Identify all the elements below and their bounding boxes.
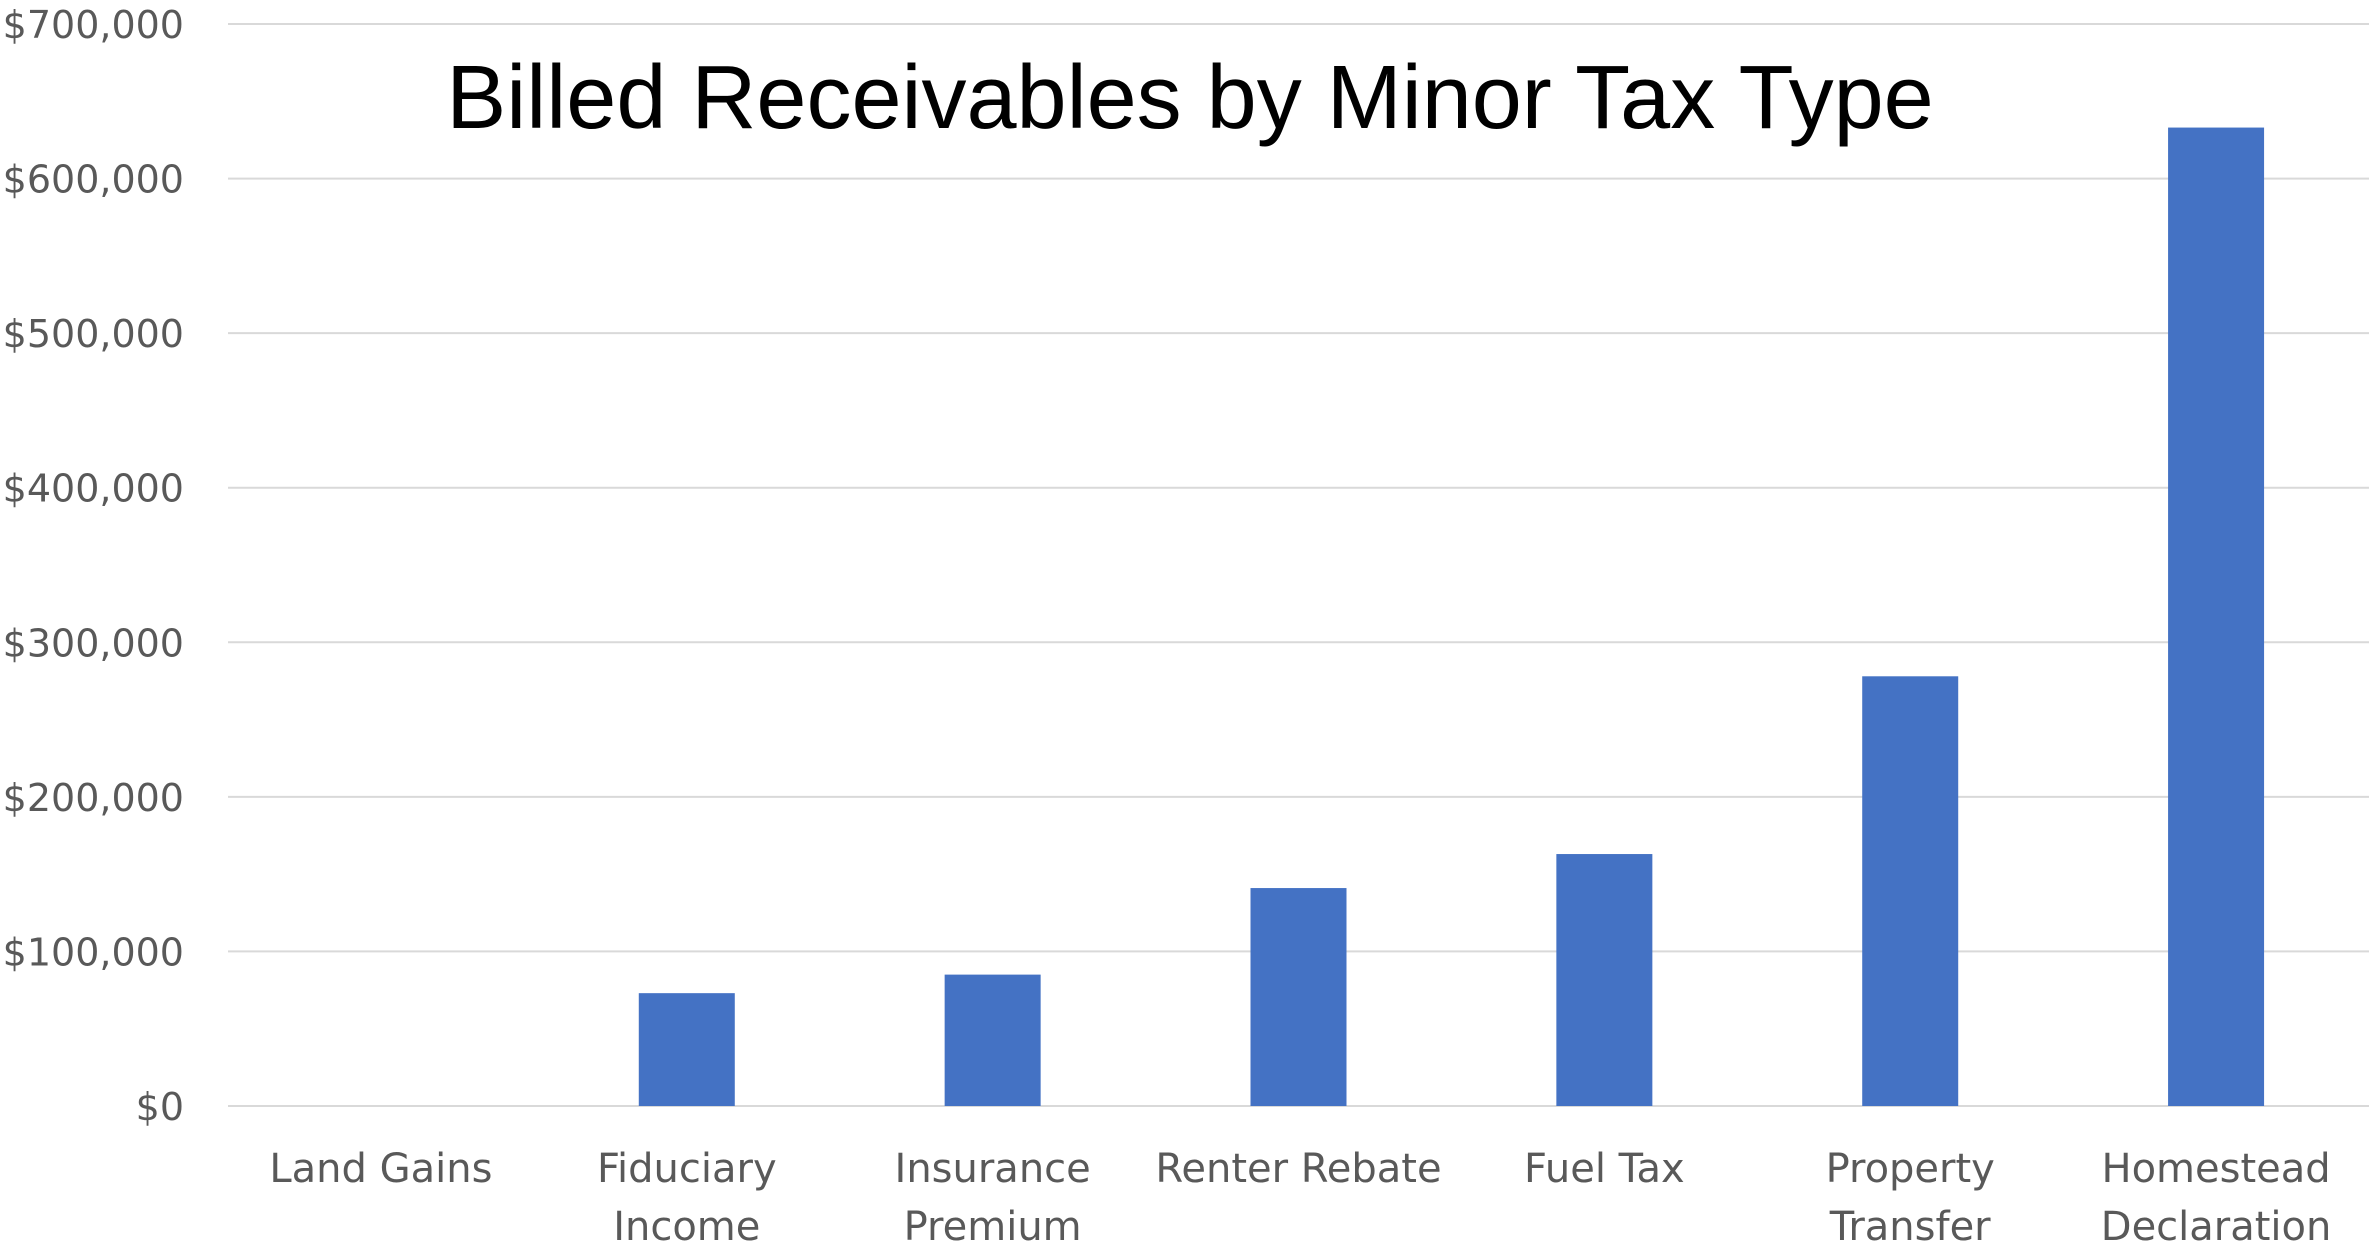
chart-title: Billed Receivables by Minor Tax Type (446, 48, 1933, 148)
x-tick-label: Land Gains (269, 1146, 492, 1192)
bar (1862, 676, 1959, 1106)
x-tick-label-line: Fuel Tax (1524, 1146, 1685, 1192)
bar (2168, 127, 2265, 1106)
y-tick-label: $400,000 (3, 467, 184, 511)
x-tick-label-line: Transfer (1829, 1204, 1991, 1249)
x-tick-label-line: Declaration (2101, 1204, 2332, 1249)
gridlines (228, 23, 2369, 1107)
x-tick-label-line: Homestead (2101, 1146, 2330, 1192)
bar (638, 993, 735, 1106)
y-axis-tick-labels: $0 $100,000 $200,000 $300,000 $400,000 $500,0… (3, 3, 184, 1129)
y-tick-label: $200,000 (3, 776, 184, 820)
x-tick-label: Fuel Tax (1524, 1146, 1685, 1192)
x-tick-label-line: Insurance (895, 1146, 1091, 1192)
y-tick-label: $300,000 (3, 621, 184, 665)
x-tick-label: Homestead Declaration (2101, 1146, 2332, 1249)
x-tick-label: Renter Rebate (1155, 1146, 1441, 1192)
y-tick-label: $500,000 (3, 312, 184, 356)
x-tick-label: Fiduciary Income (597, 1146, 777, 1249)
y-tick-label: $100,000 (3, 930, 184, 974)
x-tick-label-line: Renter Rebate (1155, 1146, 1441, 1192)
y-tick-label: $700,000 (3, 3, 184, 47)
x-axis-tick-labels: Land Gains Fiduciary Income Insurance Premiu… (269, 1146, 2331, 1249)
x-tick-label: Property Transfer (1826, 1146, 1995, 1249)
x-tick-label-line: Land Gains (269, 1146, 492, 1192)
x-tick-label-line: Fiduciary (597, 1146, 777, 1192)
x-tick-label-line: Premium (904, 1204, 1082, 1249)
bars (638, 127, 2265, 1106)
bar (1556, 854, 1653, 1106)
x-tick-label-line: Property (1826, 1146, 1995, 1192)
bar (1250, 888, 1347, 1106)
y-tick-label: $0 (136, 1085, 184, 1129)
bar (944, 974, 1041, 1106)
y-tick-label: $600,000 (3, 158, 184, 202)
x-tick-label-line: Income (613, 1204, 760, 1249)
x-tick-label: Insurance Premium (895, 1146, 1091, 1249)
